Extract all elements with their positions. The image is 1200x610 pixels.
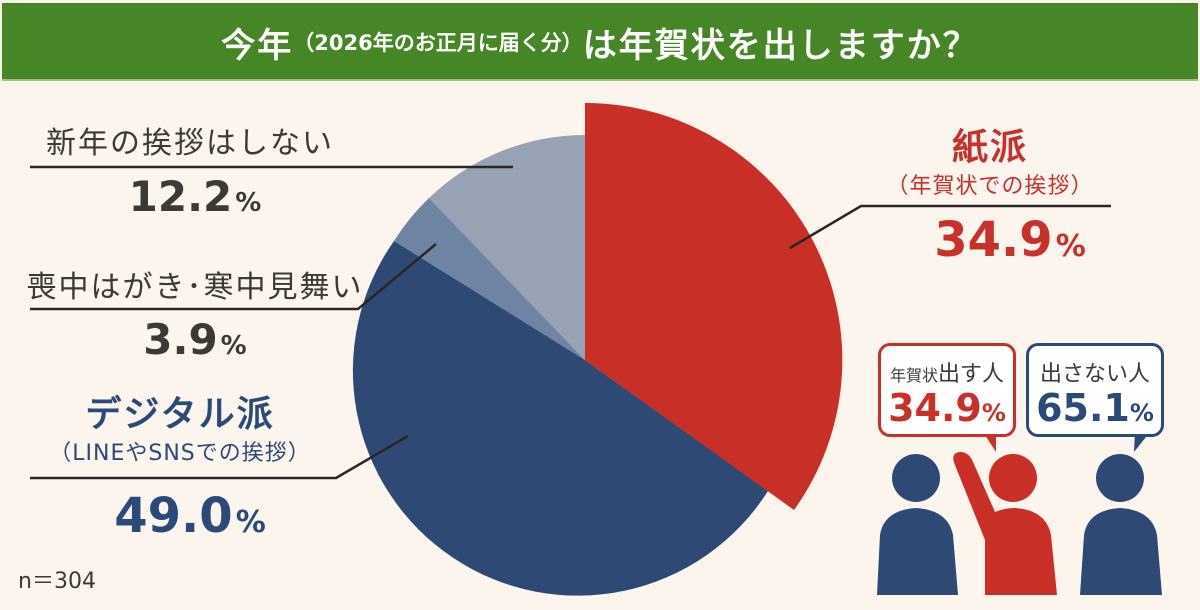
- title-paren: （2026年のお正月に届く分）: [293, 31, 583, 55]
- label-digital-value: 49.0: [114, 488, 233, 544]
- sample-size-footnote: n＝304: [18, 569, 96, 594]
- label-none-pct: 12.2%: [60, 172, 330, 221]
- label-none-unit: %: [235, 188, 262, 218]
- label-none-value: 12.2: [128, 172, 233, 221]
- leader-line-paper: [789, 204, 1111, 250]
- title-part2: は年賀状を出しますか？: [582, 25, 979, 66]
- leader-line-digital: [30, 434, 409, 480]
- bubble-send-value: 34.9: [888, 386, 982, 430]
- label-paper-pct: 34.9%: [900, 212, 1120, 268]
- bubble-tail-send: [983, 432, 996, 452]
- label-mourning-title: 喪中はがき･寒中見舞い: [26, 270, 364, 305]
- label-mourning-unit: %: [220, 331, 247, 361]
- label-mourning-pct: 3.9%: [60, 315, 330, 364]
- slice-mourning: [394, 198, 585, 360]
- label-mourning-value: 3.9: [143, 315, 218, 364]
- bubble-send: 年賀状出す人 34.9%: [878, 343, 1016, 437]
- label-none: 新年の挨拶はしない: [40, 118, 340, 162]
- leader-line-mourning: [30, 243, 437, 311]
- bubble-tail-not-send: [1134, 432, 1150, 452]
- person-raising-hand-icon: [953, 452, 1057, 595]
- label-digital-title: デジタル派: [85, 394, 275, 435]
- bubble-not-send-unit: %: [1129, 399, 1154, 427]
- slice-digital: [352, 241, 768, 596]
- slice-paper: [585, 102, 843, 510]
- bubble-not-send-label: 出さない人: [1039, 362, 1150, 387]
- label-digital-pct: 49.0%: [40, 488, 340, 544]
- label-digital: デジタル派 （LINEやSNSでの挨拶）: [30, 395, 330, 467]
- label-paper-value: 34.9: [934, 212, 1053, 268]
- person-right-icon: [1080, 454, 1162, 595]
- label-paper-title: 紙派: [951, 127, 1028, 168]
- bubble-send-label: 出す人: [938, 362, 1005, 387]
- label-paper-subtitle: （年賀状での挨拶）: [886, 174, 1094, 199]
- title-part1: 今年: [221, 25, 294, 66]
- bubble-send-unit: %: [981, 399, 1006, 427]
- bubble-send-prefix: 年賀状: [889, 366, 938, 385]
- label-paper: 紙派 （年賀状での挨拶）: [860, 128, 1120, 200]
- label-none-title: 新年の挨拶はしない: [46, 126, 334, 161]
- chart-title: 今年 （2026年のお正月に届く分） は年賀状を出しますか？: [2, 3, 1198, 81]
- header-divider: [2, 79, 1198, 81]
- label-digital-subtitle: （LINEやSNSでの挨拶）: [49, 441, 311, 466]
- bubble-not-send: 出さない人 65.1%: [1026, 343, 1164, 437]
- label-paper-unit: %: [1055, 229, 1086, 264]
- person-left-icon: [877, 454, 958, 595]
- slice-none: [429, 135, 585, 360]
- label-digital-unit: %: [235, 505, 266, 540]
- label-mourning: 喪中はがき･寒中見舞い: [20, 262, 370, 306]
- bubble-not-send-value: 65.1: [1036, 386, 1130, 430]
